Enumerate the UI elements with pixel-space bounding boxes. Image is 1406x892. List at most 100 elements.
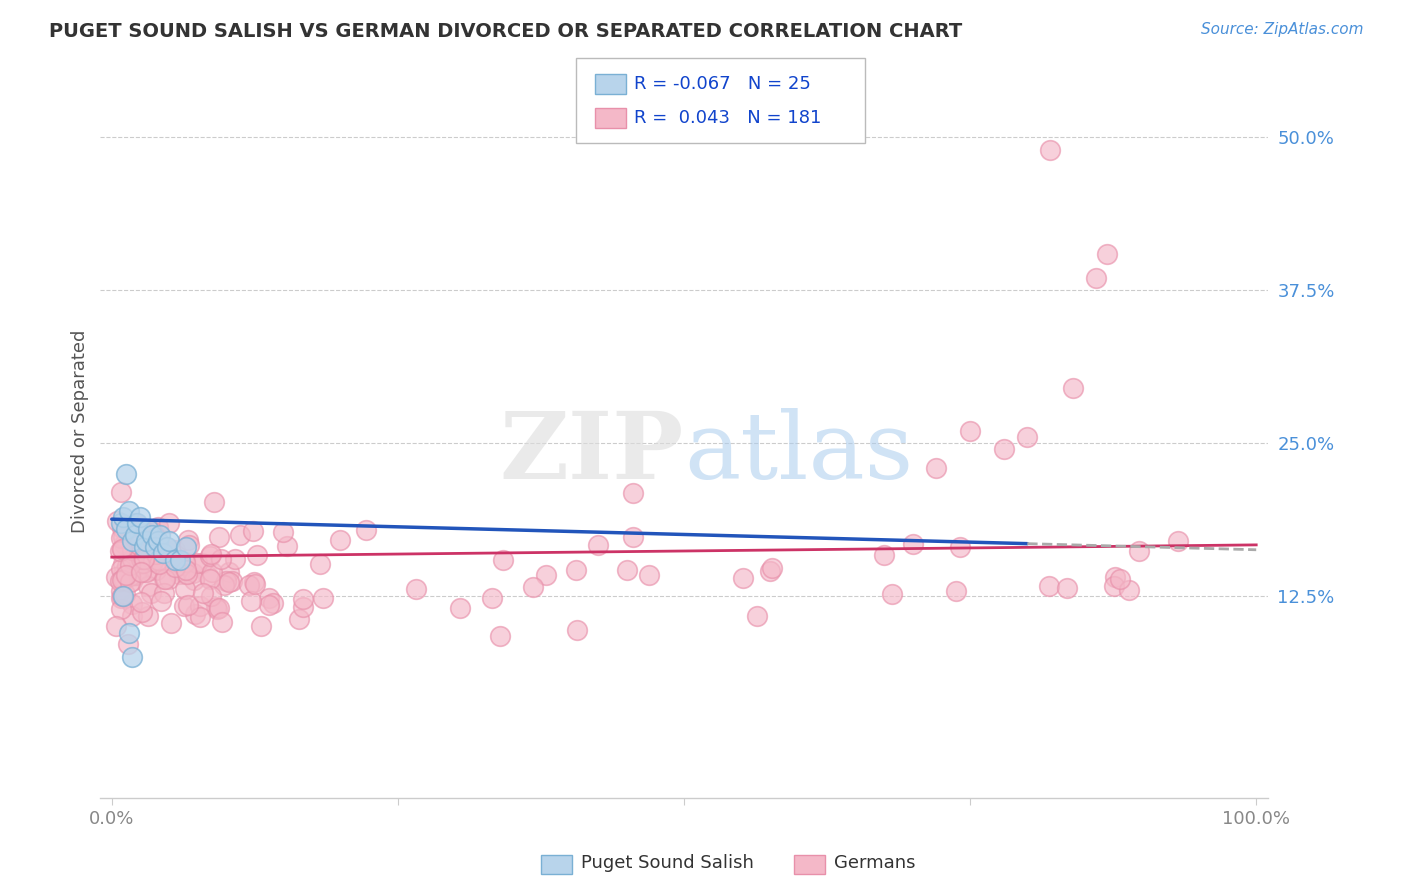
Point	[1056, 581, 1078, 595]
Text: R = -0.067   N = 25: R = -0.067 N = 25	[634, 75, 811, 93]
Point	[146, 539, 169, 553]
Point	[449, 601, 471, 615]
Point	[224, 552, 246, 566]
Point	[149, 528, 172, 542]
Point	[273, 525, 295, 540]
Point	[134, 552, 156, 566]
Point	[141, 550, 163, 565]
Point	[146, 534, 169, 549]
Point	[1017, 430, 1039, 444]
Point	[129, 565, 152, 579]
Point	[141, 534, 163, 549]
Point	[110, 602, 132, 616]
Point	[155, 544, 177, 558]
Point	[309, 557, 332, 571]
Point	[118, 574, 141, 589]
Text: R =  0.043   N = 181: R = 0.043 N = 181	[634, 109, 821, 127]
Point	[121, 597, 143, 611]
Point	[1085, 271, 1108, 285]
Point	[176, 567, 198, 582]
Point	[200, 547, 222, 561]
Point	[110, 589, 132, 603]
Point	[564, 563, 586, 577]
Point	[110, 484, 132, 499]
Point	[759, 564, 782, 578]
Point	[131, 540, 153, 554]
Point	[132, 541, 155, 555]
Point	[129, 552, 152, 566]
Point	[111, 542, 134, 557]
Point	[104, 570, 127, 584]
Point	[149, 594, 172, 608]
Point	[110, 591, 132, 605]
Point	[153, 572, 176, 586]
Point	[925, 460, 948, 475]
Point	[1097, 246, 1119, 260]
Point	[229, 528, 252, 542]
Point	[190, 609, 212, 624]
Point	[117, 637, 139, 651]
Point	[129, 595, 152, 609]
Point	[1104, 578, 1126, 592]
Point	[112, 537, 135, 551]
Point	[1038, 579, 1060, 593]
Point	[136, 609, 159, 624]
Point	[121, 609, 143, 624]
Point	[129, 509, 152, 524]
Point	[112, 530, 135, 544]
Point	[200, 590, 222, 604]
Point	[201, 565, 224, 579]
Point	[177, 598, 200, 612]
Point	[246, 548, 269, 562]
Point	[146, 552, 169, 566]
Point	[173, 599, 195, 613]
Point	[207, 530, 229, 544]
Point	[292, 592, 315, 607]
Point	[208, 601, 231, 615]
Point	[534, 568, 557, 582]
Point	[153, 586, 176, 600]
Point	[145, 563, 167, 577]
Point	[949, 540, 972, 554]
Point	[205, 600, 228, 615]
Text: atlas: atlas	[683, 409, 914, 498]
Point	[146, 520, 169, 534]
Point	[105, 619, 128, 633]
Point	[139, 554, 162, 568]
Point	[276, 539, 298, 553]
Point	[105, 515, 128, 529]
Point	[131, 605, 153, 619]
Point	[125, 516, 148, 530]
Point	[152, 573, 174, 587]
Point	[731, 571, 754, 585]
Point	[110, 573, 132, 587]
Point	[129, 565, 152, 579]
Point	[142, 524, 165, 539]
Point	[121, 574, 143, 588]
Point	[621, 530, 644, 544]
Point	[162, 552, 184, 566]
Point	[170, 558, 193, 573]
Point	[637, 567, 659, 582]
Point	[761, 561, 783, 575]
Point	[173, 566, 195, 581]
Point	[108, 574, 131, 588]
Point	[129, 541, 152, 555]
Point	[118, 626, 141, 640]
Point	[110, 562, 132, 576]
Point	[117, 558, 139, 573]
Point	[174, 555, 197, 569]
Point	[1104, 570, 1126, 584]
Point	[288, 612, 311, 626]
Point	[188, 599, 211, 613]
Point	[181, 566, 204, 580]
Point	[492, 553, 515, 567]
Point	[124, 516, 146, 531]
Point	[111, 542, 134, 557]
Point	[257, 598, 280, 612]
Point	[114, 467, 136, 481]
Point	[129, 520, 152, 534]
Point	[111, 566, 134, 581]
Point	[121, 650, 143, 665]
Text: ZIP: ZIP	[499, 409, 683, 498]
